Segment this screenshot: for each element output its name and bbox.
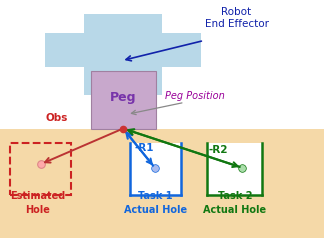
Text: Task 1: Task 1 <box>138 191 173 201</box>
Bar <box>10 143 71 195</box>
Text: -R2: -R2 <box>209 145 228 155</box>
Text: Peg: Peg <box>110 91 136 104</box>
Text: Hole: Hole <box>25 205 50 215</box>
Bar <box>91 71 156 129</box>
Bar <box>130 143 181 195</box>
Text: Estimated: Estimated <box>10 191 65 201</box>
Text: -R1: -R1 <box>134 143 154 153</box>
Text: Actual Hole: Actual Hole <box>203 205 266 215</box>
Bar <box>162 33 201 67</box>
Bar <box>45 33 84 67</box>
Text: Obs: Obs <box>45 113 68 123</box>
Text: Robot
End Effector: Robot End Effector <box>204 7 269 29</box>
Bar <box>84 14 162 95</box>
Text: Task 2: Task 2 <box>218 191 252 201</box>
Text: Actual Hole: Actual Hole <box>124 205 187 215</box>
Bar <box>0 129 324 238</box>
Bar <box>207 143 262 195</box>
Text: Peg Position: Peg Position <box>165 91 224 101</box>
